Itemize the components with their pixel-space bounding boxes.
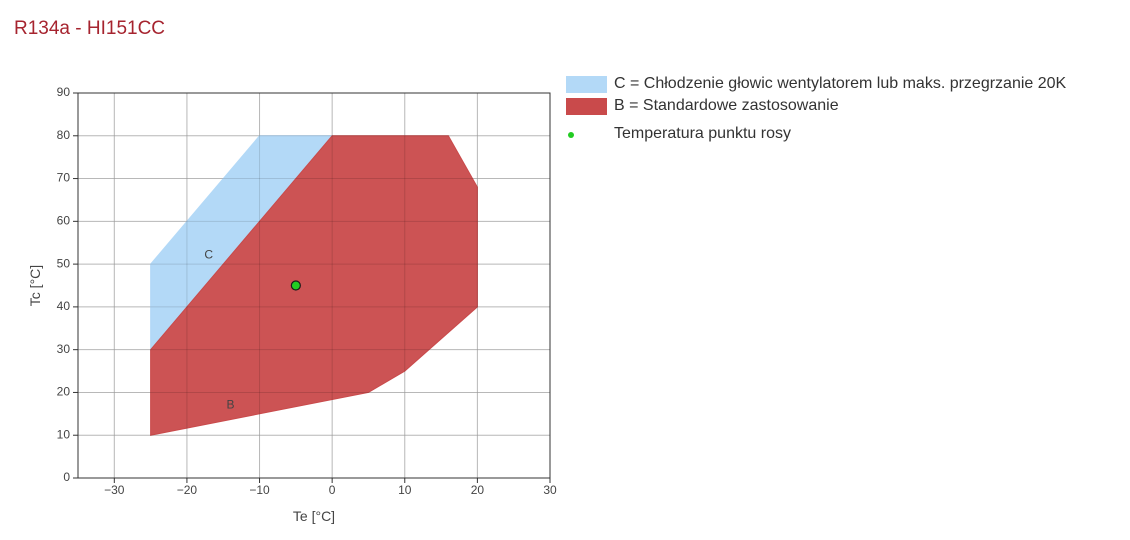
y-tick-label: 80 [57, 128, 71, 142]
dew-point-marker[interactable] [290, 280, 301, 291]
envelope-areas: CB [78, 92, 551, 479]
region-b-area[interactable] [150, 135, 478, 436]
legend-swatch-c [566, 76, 607, 93]
axes: −30 −20 −10 0 10 20 30 0 10 20 30 40 50 60 70 80 90 Te [°… [27, 85, 557, 524]
y-tick-label: 0 [63, 470, 70, 484]
y-tick-label: 60 [57, 214, 71, 228]
x-tick-label: 30 [543, 483, 557, 497]
y-tick-label: 40 [57, 299, 71, 313]
legend-swatch-b [566, 98, 607, 115]
x-tick-label: 20 [471, 483, 485, 497]
legend-label-c: C = Chłodzenie głowic wentylatorem lub m… [614, 75, 1067, 92]
y-tick-label: 90 [57, 85, 71, 99]
x-tick-label: −10 [249, 483, 270, 497]
legend-label-b: B = Standardowe zastosowanie [614, 97, 839, 114]
plot-frame [77, 92, 551, 479]
y-tick-label: 50 [57, 256, 71, 270]
y-axis-title: Tc [°C] [27, 265, 43, 306]
x-tick-label: −20 [177, 483, 198, 497]
x-axis-title: Te [°C] [293, 508, 335, 524]
x-tick-label: −30 [104, 483, 125, 497]
legend-dot-dew-point [568, 132, 574, 138]
legend-label-dew-point: Temperatura punktu rosy [614, 125, 791, 142]
region-label-c: C [204, 248, 213, 262]
chart-title: R134a - HI151CC [14, 18, 166, 39]
x-tick-label: 0 [329, 483, 336, 497]
data-points [290, 280, 301, 291]
y-tick-label: 20 [57, 385, 71, 399]
region-label-b: B [226, 397, 234, 411]
y-tick-label: 30 [57, 342, 71, 356]
x-tick-label: 10 [398, 483, 412, 497]
y-tick-label: 70 [57, 171, 71, 185]
y-tick-label: 10 [57, 427, 71, 441]
